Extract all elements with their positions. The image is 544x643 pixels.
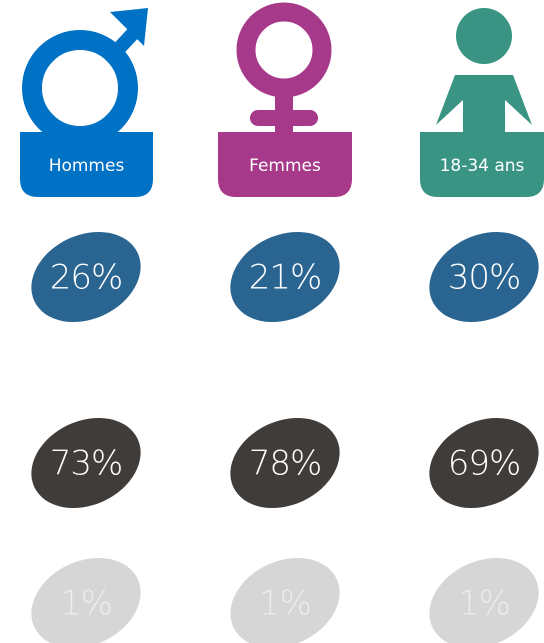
value-bubble xyxy=(31,417,141,509)
group-label: Hommes xyxy=(49,156,125,176)
person-icon xyxy=(436,8,532,135)
value-label: 1% xyxy=(60,584,112,624)
value-label: 73% xyxy=(50,444,123,484)
value-label: 1% xyxy=(458,584,510,624)
value-bubble xyxy=(429,231,539,323)
label-box xyxy=(420,132,544,197)
female-icon xyxy=(236,2,332,135)
value-label: 26% xyxy=(50,258,123,298)
value-bubble xyxy=(230,231,340,323)
value-bubble xyxy=(230,417,340,509)
value-label: 1% xyxy=(259,584,311,624)
value-label: 21% xyxy=(249,258,322,298)
value-bubble xyxy=(31,231,141,323)
label-box xyxy=(20,132,153,197)
value-label: 78% xyxy=(249,444,322,484)
value-bubble xyxy=(31,557,141,643)
value-bubble xyxy=(230,557,340,643)
male-icon xyxy=(22,8,148,146)
value-bubble xyxy=(429,417,539,509)
group-label: Femmes xyxy=(249,156,321,176)
value-label: 30% xyxy=(448,258,521,298)
value-bubble xyxy=(429,557,539,643)
value-label: 69% xyxy=(448,444,521,484)
label-box xyxy=(218,132,352,197)
group-label: 18-34 ans xyxy=(440,156,525,176)
